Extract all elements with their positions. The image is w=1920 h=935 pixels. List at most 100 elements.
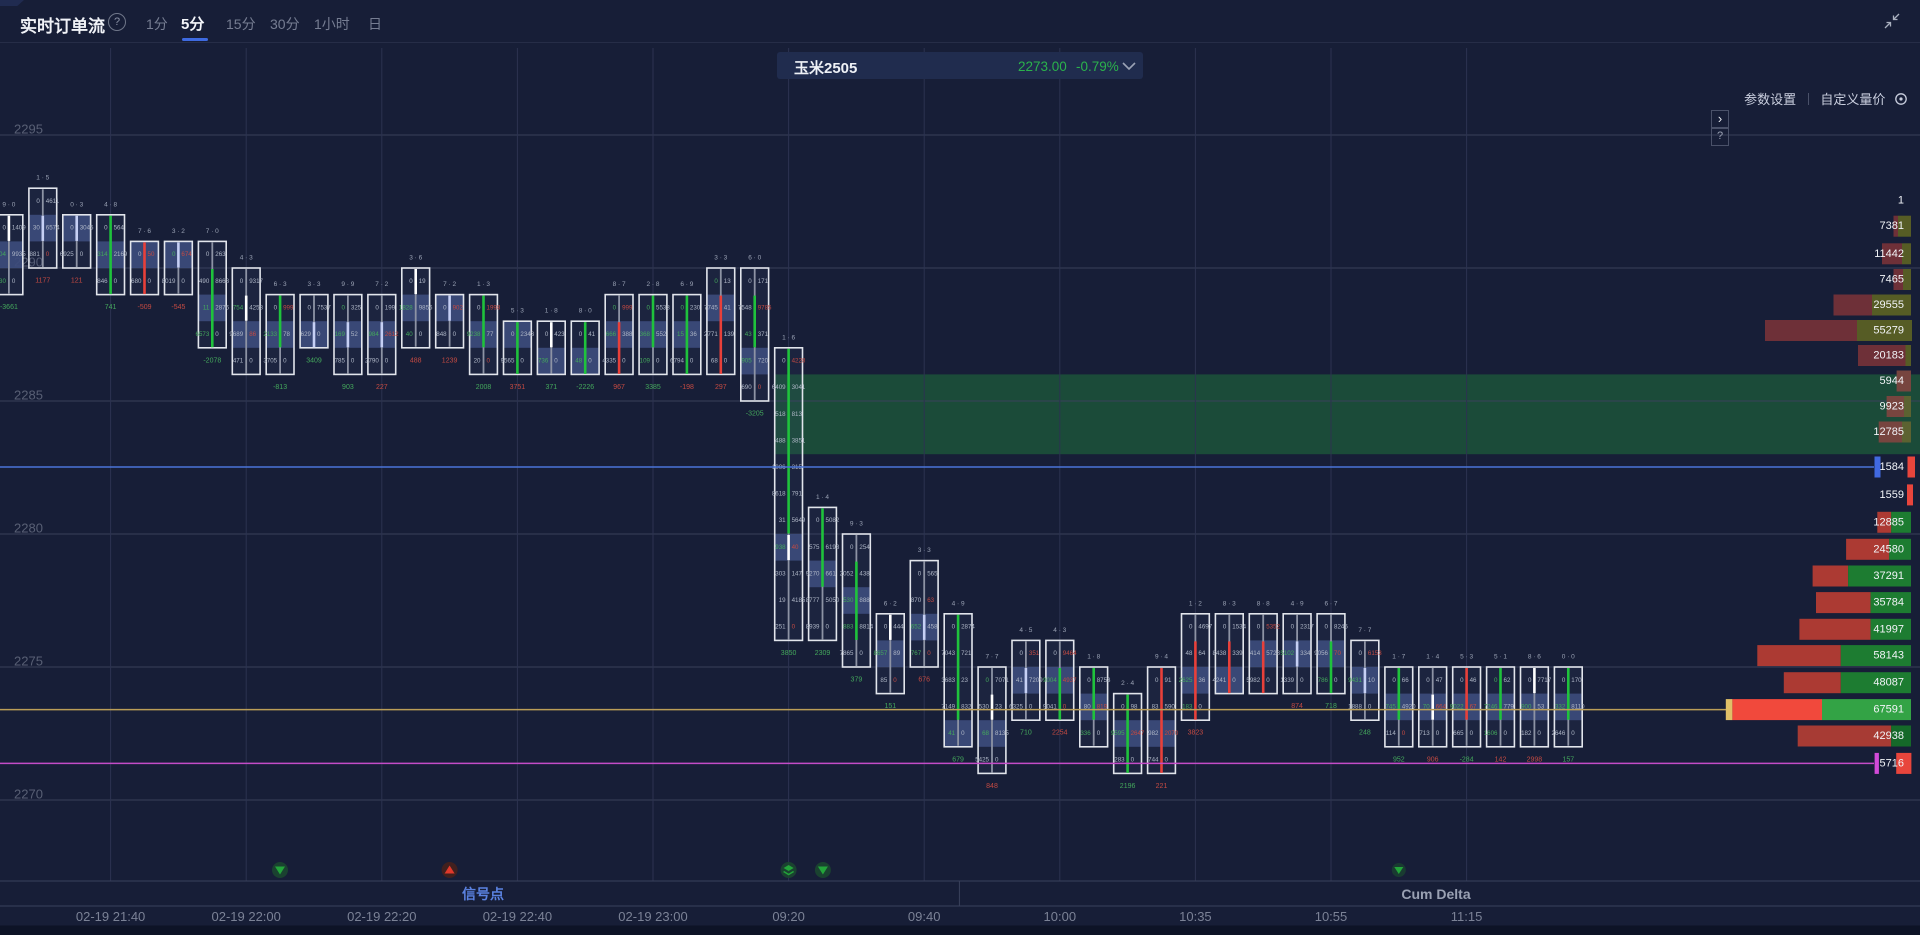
svg-text:1409: 1409 bbox=[12, 225, 26, 232]
svg-text:53: 53 bbox=[1537, 703, 1544, 710]
svg-text:1 · 4: 1 · 4 bbox=[1426, 654, 1439, 661]
svg-text:68: 68 bbox=[711, 358, 718, 365]
svg-text:490: 490 bbox=[199, 278, 210, 285]
svg-text:-2226: -2226 bbox=[576, 384, 594, 391]
svg-text:679: 679 bbox=[952, 756, 964, 763]
svg-text:2196: 2196 bbox=[1120, 783, 1136, 790]
svg-text:36: 36 bbox=[1198, 677, 1205, 684]
svg-text:67: 67 bbox=[1470, 703, 1477, 710]
svg-text:718: 718 bbox=[1325, 703, 1337, 710]
svg-text:6153: 6153 bbox=[1368, 650, 1382, 657]
svg-text:91: 91 bbox=[1165, 677, 1172, 684]
svg-text:0: 0 bbox=[215, 331, 219, 338]
svg-text:5 · 3: 5 · 3 bbox=[511, 308, 524, 315]
svg-text:661: 661 bbox=[826, 570, 837, 577]
svg-text:Cum Delta: Cum Delta bbox=[1401, 886, 1470, 902]
svg-text:0: 0 bbox=[1392, 677, 1396, 684]
svg-text:64: 64 bbox=[1198, 650, 1205, 657]
svg-text:254: 254 bbox=[859, 544, 870, 551]
svg-text:0: 0 bbox=[317, 331, 321, 338]
svg-text:0: 0 bbox=[1019, 650, 1023, 657]
svg-text:11: 11 bbox=[203, 304, 210, 311]
svg-text:368: 368 bbox=[640, 331, 651, 338]
svg-text:0: 0 bbox=[385, 358, 389, 365]
svg-text:263: 263 bbox=[215, 251, 226, 258]
svg-text:2280: 2280 bbox=[14, 521, 43, 536]
svg-text:720: 720 bbox=[758, 358, 769, 365]
svg-text:8245: 8245 bbox=[1334, 624, 1348, 631]
svg-text:6 · 0: 6 · 0 bbox=[748, 255, 761, 262]
svg-text:5982: 5982 bbox=[1246, 677, 1260, 684]
svg-text:7548: 7548 bbox=[738, 304, 752, 311]
svg-text:2612: 2612 bbox=[385, 331, 399, 338]
svg-text:1239: 1239 bbox=[442, 357, 458, 364]
svg-text:4228: 4228 bbox=[792, 358, 806, 365]
svg-text:0: 0 bbox=[748, 278, 752, 285]
svg-text:62: 62 bbox=[1504, 677, 1511, 684]
svg-text:1: 1 bbox=[1898, 194, 1904, 206]
svg-text:5533: 5533 bbox=[656, 304, 670, 311]
svg-text:690: 690 bbox=[741, 384, 752, 391]
svg-text:779: 779 bbox=[1504, 703, 1515, 710]
svg-text:6409: 6409 bbox=[772, 384, 786, 391]
svg-text:-545: -545 bbox=[171, 304, 185, 311]
svg-text:0: 0 bbox=[148, 278, 152, 285]
svg-text:41: 41 bbox=[948, 730, 955, 737]
svg-text:41: 41 bbox=[724, 304, 731, 311]
svg-text:3 · 3: 3 · 3 bbox=[918, 547, 931, 554]
svg-text:2343: 2343 bbox=[520, 331, 534, 338]
svg-text:0: 0 bbox=[487, 358, 491, 365]
svg-text:0: 0 bbox=[453, 331, 457, 338]
svg-text:0: 0 bbox=[656, 358, 660, 365]
svg-text:0: 0 bbox=[511, 331, 515, 338]
svg-text:4 · 9: 4 · 9 bbox=[1291, 600, 1304, 607]
svg-text:741: 741 bbox=[105, 304, 117, 311]
svg-text:0: 0 bbox=[138, 251, 142, 258]
svg-text:35784: 35784 bbox=[1873, 597, 1904, 609]
svg-text:3045: 3045 bbox=[80, 225, 94, 232]
svg-text:4 · 9: 4 · 9 bbox=[952, 600, 965, 607]
svg-text:09:40: 09:40 bbox=[908, 909, 941, 924]
svg-text:680: 680 bbox=[131, 278, 142, 285]
svg-text:1534: 1534 bbox=[1232, 624, 1246, 631]
svg-text:24580: 24580 bbox=[1873, 543, 1904, 555]
svg-text:1606: 1606 bbox=[1484, 730, 1498, 737]
svg-text:2 · 8: 2 · 8 bbox=[646, 281, 659, 288]
svg-text:63: 63 bbox=[927, 597, 934, 604]
svg-text:652: 652 bbox=[911, 624, 922, 631]
svg-text:3385: 3385 bbox=[645, 384, 661, 391]
svg-text:785: 785 bbox=[335, 358, 346, 365]
svg-text:68: 68 bbox=[982, 730, 989, 737]
svg-text:5082: 5082 bbox=[826, 517, 840, 524]
svg-text:767: 767 bbox=[911, 650, 922, 657]
svg-text:5 · 3: 5 · 3 bbox=[1460, 654, 1473, 661]
svg-text:0: 0 bbox=[714, 278, 718, 285]
svg-text:5 · 1: 5 · 1 bbox=[1494, 654, 1507, 661]
svg-text:139: 139 bbox=[724, 331, 735, 338]
svg-text:325: 325 bbox=[351, 304, 362, 311]
svg-text:0: 0 bbox=[181, 278, 185, 285]
svg-text:9238: 9238 bbox=[467, 331, 481, 338]
svg-text:0: 0 bbox=[1029, 703, 1033, 710]
svg-text:0: 0 bbox=[172, 251, 176, 258]
svg-text:0: 0 bbox=[520, 358, 524, 365]
svg-text:-509: -509 bbox=[137, 304, 151, 311]
svg-text:-2078: -2078 bbox=[203, 357, 221, 364]
svg-text:0: 0 bbox=[1063, 703, 1067, 710]
svg-text:9565: 9565 bbox=[501, 358, 515, 365]
svg-text:8657: 8657 bbox=[874, 650, 888, 657]
svg-text:984: 984 bbox=[368, 331, 379, 338]
svg-text:0: 0 bbox=[1189, 624, 1193, 631]
svg-text:80: 80 bbox=[1084, 703, 1091, 710]
svg-text:9856: 9856 bbox=[419, 304, 433, 311]
svg-text:0: 0 bbox=[283, 358, 287, 365]
svg-text:4920: 4920 bbox=[1402, 703, 1416, 710]
svg-text:9785: 9785 bbox=[758, 304, 772, 311]
svg-text:13: 13 bbox=[724, 278, 731, 285]
svg-text:832: 832 bbox=[961, 703, 972, 710]
svg-text:0: 0 bbox=[477, 304, 481, 311]
svg-text:98: 98 bbox=[1131, 703, 1138, 710]
svg-text:4937: 4937 bbox=[1063, 677, 1077, 684]
svg-text:204: 204 bbox=[0, 251, 6, 258]
svg-text:9 · 0: 9 · 0 bbox=[2, 201, 15, 208]
